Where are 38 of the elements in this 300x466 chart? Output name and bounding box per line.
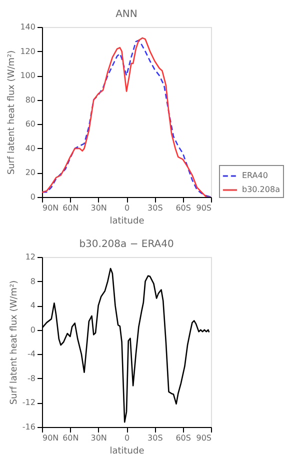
y-tick-label: -12: [22, 398, 36, 408]
x-tick-label: 0: [124, 434, 130, 442]
x-axis-title: latitude: [110, 216, 145, 226]
x-tick-label: 90N: [42, 434, 59, 442]
y-tick-label: 140: [20, 22, 36, 32]
x-tick-label: 60N: [62, 204, 79, 212]
x-tick-label: 0: [124, 204, 130, 212]
y-tick-label: 0: [30, 192, 36, 202]
x-tick-label: 30N: [90, 434, 107, 442]
x-tick-label: 30S: [148, 204, 163, 212]
y-axis-title: Surf latent heat flux (W/m²): [9, 280, 20, 405]
y-tick-label: 40: [25, 144, 36, 153]
y-tick-label: 60: [25, 120, 36, 129]
chart-title: b30.208a − ERA40: [79, 239, 174, 250]
x-tick-label: 60S: [176, 434, 191, 442]
x-tick-label: 90N: [42, 204, 59, 212]
y-tick-label: 120: [20, 46, 36, 56]
y-tick-label: -8: [28, 374, 36, 383]
legend-label: ERA40: [242, 171, 268, 180]
x-tick-label: 60N: [62, 434, 79, 442]
x-tick-label: 60S: [176, 204, 191, 212]
x-tick-label: 30S: [148, 434, 163, 442]
y-tick-label: 20: [25, 168, 36, 178]
y-tick-label: 100: [20, 71, 36, 80]
x-tick-label: 90S: [196, 204, 212, 212]
x-tick-label: 30N: [90, 204, 107, 212]
y-tick-label: -16: [22, 422, 36, 432]
y-tick-label: 4: [30, 301, 36, 310]
y-tick-label: -4: [28, 350, 36, 359]
y-tick-label: 80: [25, 95, 36, 104]
x-tick-label: 90S: [196, 434, 212, 442]
chart-title: ANN: [116, 9, 138, 20]
x-axis-title: latitude: [110, 446, 145, 456]
y-tick-label: 12: [25, 252, 36, 262]
y-tick-label: 8: [30, 276, 36, 286]
y-axis-title: Surf latent heat flux (W/m²): [7, 50, 18, 175]
y-tick-label: 0: [30, 325, 36, 334]
legend-label: b30.208a: [242, 185, 280, 194]
